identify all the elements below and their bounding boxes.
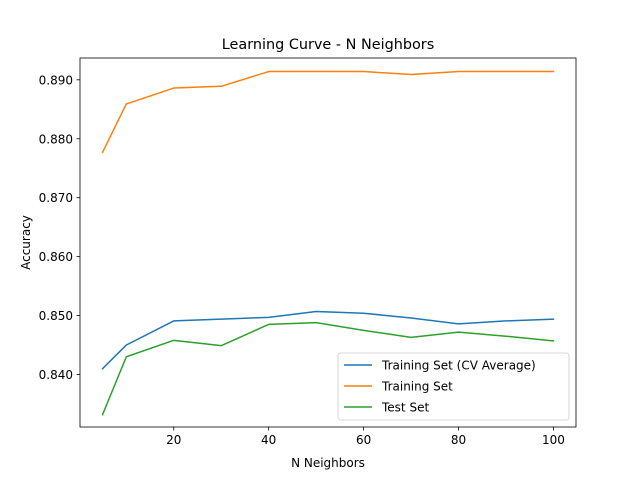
series-line-1 [101,70,555,154]
x-tick-label: 40 [261,433,276,447]
legend-label-1: Training Set [381,380,453,394]
x-tick-label: 60 [356,433,371,447]
x-tick-label: 100 [542,433,565,447]
y-tick-label: 0.840 [39,368,73,382]
chart-title: Learning Curve - N Neighbors [222,37,434,53]
y-tick-label: 0.870 [39,191,73,205]
y-axis: 0.840 0.850 0.860 0.870 0.880 0.890 [39,73,80,382]
x-tick-label: 20 [166,433,181,447]
x-axis-label: N Neighbors [291,456,365,470]
x-tick-label: 80 [451,433,466,447]
legend: Training Set (CV Average) Training Set Tes… [337,352,570,421]
y-tick-label: 0.860 [39,250,73,264]
legend-label-0: Training Set (CV Average) [381,359,536,373]
x-axis: 20 40 60 80 100 [166,427,565,447]
plot-frame [79,57,577,428]
series-line-2 [101,321,555,416]
y-axis-label: Accuracy [19,215,33,270]
legend-label-2: Test Set [381,401,429,415]
plot-lines [101,70,555,416]
legend-box [337,352,570,421]
y-tick-label: 0.890 [39,73,73,87]
series-line-0 [101,310,555,370]
y-tick-label: 0.850 [39,309,73,323]
y-tick-label: 0.880 [39,132,73,146]
